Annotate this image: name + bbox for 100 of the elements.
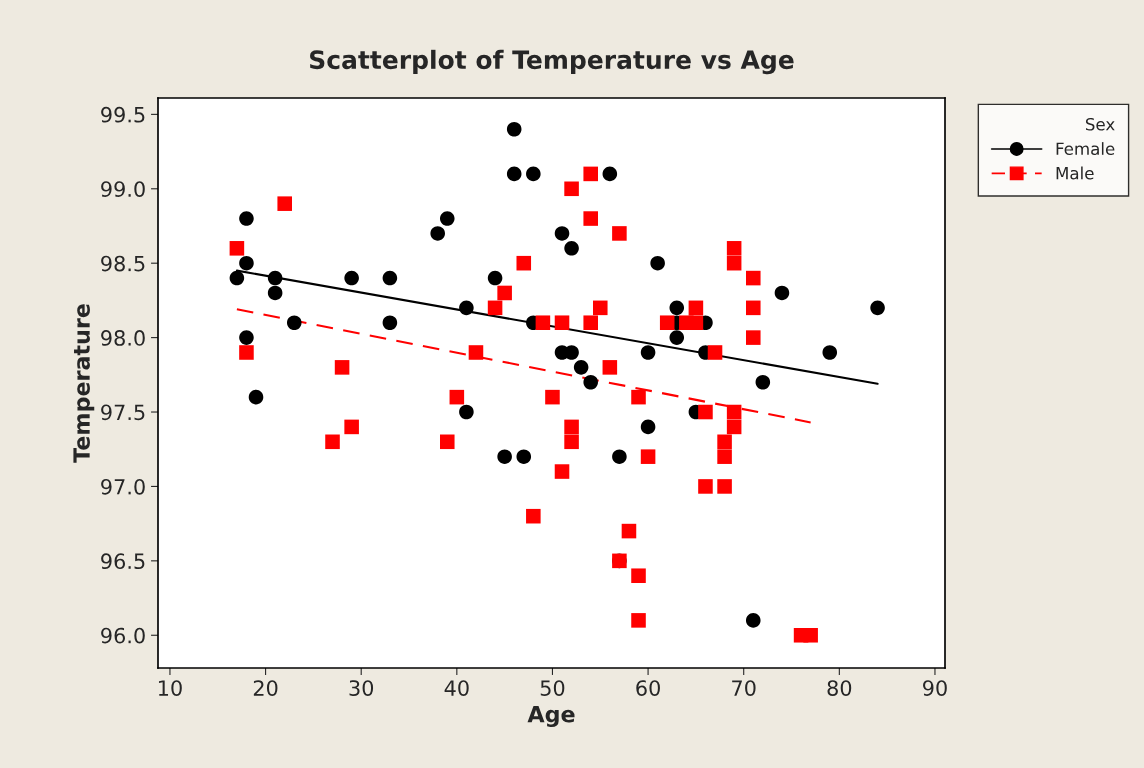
point xyxy=(592,300,608,316)
point xyxy=(516,449,532,464)
x-axis-title: Age xyxy=(527,706,575,728)
point xyxy=(506,166,522,182)
point xyxy=(745,300,761,316)
point xyxy=(583,374,598,390)
point xyxy=(487,270,503,286)
point xyxy=(717,479,732,494)
point xyxy=(545,389,560,405)
point xyxy=(554,315,570,331)
point xyxy=(631,568,646,584)
point xyxy=(516,255,532,271)
point xyxy=(669,300,685,316)
y-tick-label: 99.5 xyxy=(101,106,145,123)
point xyxy=(564,419,579,435)
point xyxy=(640,419,656,435)
y-tick-label: 99.0 xyxy=(101,181,145,197)
point xyxy=(698,479,713,494)
point xyxy=(239,211,254,226)
x-tick-label: 40 xyxy=(444,680,469,696)
point xyxy=(430,226,445,241)
point xyxy=(717,434,732,450)
point xyxy=(325,434,340,450)
point xyxy=(745,330,761,345)
point xyxy=(573,360,589,375)
point xyxy=(698,404,713,420)
x-tick-label: 80 xyxy=(827,680,852,696)
point xyxy=(554,464,570,479)
point xyxy=(449,389,465,405)
point xyxy=(803,627,818,643)
legend-label: Female xyxy=(1056,142,1115,156)
point xyxy=(248,389,264,405)
point xyxy=(726,241,742,256)
point xyxy=(229,241,245,256)
point xyxy=(726,255,742,271)
y-tick-label: 96.0 xyxy=(101,627,145,644)
point xyxy=(650,255,665,271)
point xyxy=(602,360,618,375)
point xyxy=(745,613,761,628)
x-tick-label: 30 xyxy=(349,680,374,696)
x-tick-label: 10 xyxy=(158,680,182,696)
point xyxy=(459,300,474,316)
point xyxy=(344,419,359,435)
point xyxy=(870,300,885,316)
y-tick-label: 97.0 xyxy=(101,478,145,495)
point xyxy=(334,360,350,375)
y-tick-label: 96.5 xyxy=(101,553,145,570)
legend-title: Sex xyxy=(1085,117,1115,131)
point xyxy=(506,121,522,137)
point xyxy=(344,270,359,286)
point xyxy=(612,449,627,464)
y-tick-label: 97.5 xyxy=(101,404,145,421)
point xyxy=(459,404,474,420)
point xyxy=(688,300,704,316)
point xyxy=(621,523,637,539)
point xyxy=(439,211,455,226)
point xyxy=(612,226,627,241)
point xyxy=(717,449,732,464)
point xyxy=(774,285,790,301)
point xyxy=(526,166,541,182)
point xyxy=(526,508,541,524)
point xyxy=(277,196,292,211)
point xyxy=(726,404,742,420)
point xyxy=(659,315,675,331)
legend-label: Male xyxy=(1056,166,1094,180)
point xyxy=(707,345,723,360)
point xyxy=(640,449,656,464)
point xyxy=(439,434,455,450)
y-tick-label: 98.5 xyxy=(101,255,145,272)
point xyxy=(631,613,646,628)
point xyxy=(286,315,302,331)
point xyxy=(382,315,398,331)
point xyxy=(755,374,771,390)
point xyxy=(583,315,598,331)
point xyxy=(822,345,838,360)
point xyxy=(564,181,579,197)
point xyxy=(554,226,570,241)
point xyxy=(267,270,283,286)
point xyxy=(564,241,579,256)
point xyxy=(267,285,283,301)
point xyxy=(564,434,579,450)
x-tick-label: 50 xyxy=(540,680,565,696)
point xyxy=(382,270,398,286)
point xyxy=(239,345,254,360)
y-axis-title: Temperature xyxy=(73,304,95,463)
point xyxy=(583,211,598,226)
point xyxy=(640,345,656,360)
x-tick-label: 60 xyxy=(636,680,660,696)
point xyxy=(239,330,254,345)
point xyxy=(497,285,512,301)
point xyxy=(726,419,742,435)
point xyxy=(497,449,512,464)
point xyxy=(487,300,503,316)
point xyxy=(745,270,761,286)
point xyxy=(229,270,245,286)
point xyxy=(602,166,618,182)
chart-title: Scatterplot of Temperature vs Age xyxy=(310,49,794,75)
point xyxy=(669,330,685,345)
x-tick-label: 90 xyxy=(923,680,947,696)
y-tick-label: 98.0 xyxy=(101,330,145,346)
